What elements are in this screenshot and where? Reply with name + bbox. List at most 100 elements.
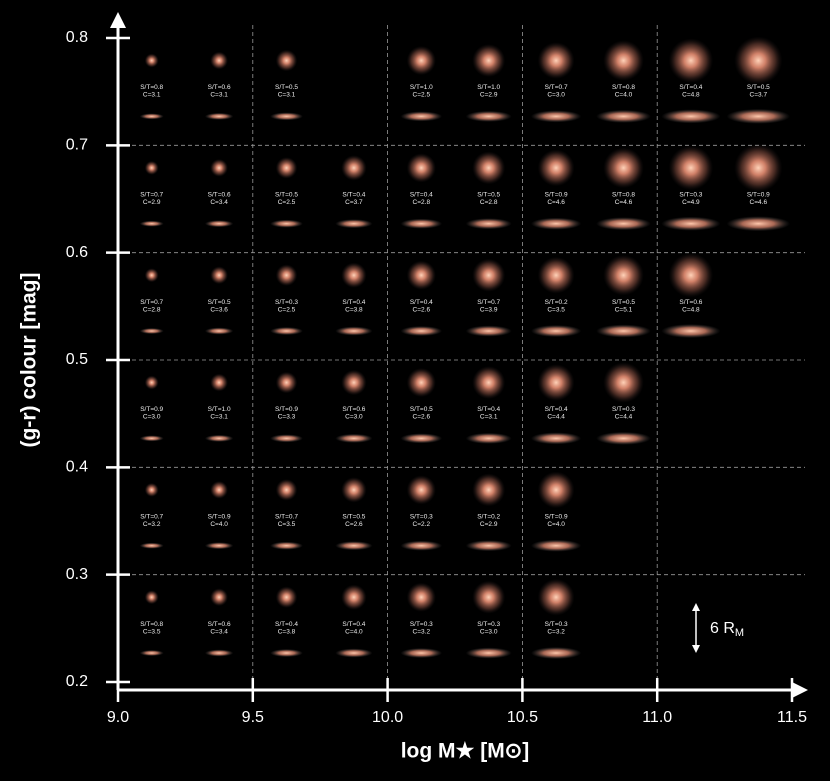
face-on-image	[537, 42, 575, 79]
face-on-image	[603, 254, 644, 296]
edge-on-image	[204, 112, 234, 120]
face-on-image	[210, 480, 229, 499]
edge-on-image	[661, 109, 721, 124]
face-on-image	[144, 268, 159, 283]
face-on-image	[210, 266, 229, 285]
st-label: S/T=0.6	[208, 84, 231, 91]
galaxy-cell: S/T=0.7C=3.5	[270, 479, 303, 550]
edge-on-image	[726, 216, 791, 232]
edge-on-image	[596, 217, 651, 231]
galaxy-cell: S/T=0.8C=4.6	[596, 147, 651, 231]
x-tick-label: 11.5	[777, 709, 807, 726]
st-label: S/T=0.7	[477, 299, 500, 306]
c-label: C=5.1	[615, 306, 633, 313]
face-on-image	[603, 40, 644, 81]
st-label: S/T=0.9	[140, 406, 163, 413]
edge-on-image	[530, 539, 582, 552]
st-label: S/T=0.7	[545, 84, 568, 91]
edge-on-image	[465, 540, 512, 552]
galaxy-cell: S/T=0.4C=2.8	[400, 153, 443, 229]
st-label: S/T=0.4	[410, 299, 433, 306]
y-tick-label: 0.2	[66, 673, 88, 690]
st-label: S/T=0.6	[342, 406, 365, 413]
c-label: C=2.9	[480, 521, 498, 528]
st-label: S/T=0.3	[410, 621, 433, 628]
c-label: C=3.0	[345, 414, 363, 421]
st-label: S/T=0.3	[477, 621, 500, 628]
face-on-image	[406, 153, 436, 183]
galaxy-cell: S/T=0.3C=3.0	[465, 580, 512, 659]
c-label: C=3.1	[278, 92, 296, 99]
face-on-image	[406, 260, 436, 290]
st-label: S/T=0.4	[275, 621, 298, 628]
c-label: C=2.8	[413, 199, 431, 206]
face-on-image	[472, 473, 506, 507]
galaxy-cell: S/T=0.7C=2.8	[139, 268, 164, 335]
c-label: C=2.9	[143, 199, 161, 206]
edge-on-image	[139, 542, 164, 549]
galaxy-cell: S/T=0.3C=2.5	[270, 264, 303, 336]
edge-on-image	[204, 327, 234, 335]
edge-on-image	[400, 648, 443, 659]
st-label: S/T=0.7	[140, 513, 163, 520]
galaxy-cell: S/T=0.7C=3.2	[139, 482, 164, 549]
edge-on-image	[270, 112, 303, 121]
galaxy-cell: S/T=0.7C=3.9	[465, 258, 512, 337]
edge-on-image	[596, 431, 651, 445]
x-tick-label: 10.0	[372, 709, 403, 726]
st-label: S/T=0.5	[477, 191, 500, 198]
st-label: S/T=0.9	[275, 406, 298, 413]
face-on-image	[341, 369, 367, 396]
edge-on-image	[530, 432, 582, 445]
edge-on-image	[335, 541, 373, 551]
edge-on-image	[400, 218, 443, 229]
edge-on-image	[400, 111, 443, 122]
c-label: C=2.8	[480, 199, 498, 206]
edge-on-image	[465, 647, 512, 659]
galaxy-cell: S/T=1.0C=2.5	[400, 45, 443, 122]
x-tick-label: 9.0	[107, 709, 129, 726]
face-on-image	[668, 38, 714, 83]
st-label: S/T=1.0	[477, 84, 500, 91]
st-label: S/T=0.3	[275, 299, 298, 306]
c-label: C=2.8	[143, 306, 161, 313]
c-label: C=4.6	[547, 199, 565, 206]
galaxy-cell: S/T=1.0C=2.9	[465, 44, 512, 122]
st-label: S/T=0.3	[679, 191, 702, 198]
galaxy-cell: S/T=0.6C=4.8	[661, 253, 721, 339]
c-label: C=4.0	[615, 92, 633, 99]
st-label: S/T=0.5	[612, 299, 635, 306]
galaxy-cell: S/T=0.9C=4.0	[530, 471, 582, 552]
face-on-image	[144, 590, 159, 605]
face-on-image	[668, 253, 714, 298]
st-label: S/T=0.9	[545, 513, 568, 520]
c-label: C=4.6	[750, 199, 768, 206]
face-on-image	[537, 364, 575, 401]
galaxy-cell: S/T=0.7C=2.9	[139, 160, 164, 227]
edge-on-image	[596, 324, 651, 338]
face-on-image	[210, 158, 229, 177]
c-label: C=2.9	[480, 92, 498, 99]
st-label: S/T=0.2	[477, 513, 500, 520]
st-label: S/T=0.3	[545, 621, 568, 628]
st-label: S/T=0.5	[208, 299, 231, 306]
face-on-image	[472, 580, 506, 614]
face-on-image	[210, 588, 229, 607]
scale-text: 6 R	[710, 620, 735, 637]
edge-on-image	[726, 108, 791, 124]
galaxy-cell: S/T=0.6C=3.4	[204, 588, 234, 657]
galaxy-cell: S/T=0.4C=3.7	[335, 155, 373, 229]
c-label: C=3.4	[210, 199, 228, 206]
edge-on-image	[400, 540, 443, 551]
scale-subscript: M	[735, 627, 744, 639]
edge-on-image	[270, 219, 303, 228]
st-label: S/T=0.5	[747, 84, 770, 91]
galaxy-cell: S/T=0.3C=4.9	[661, 145, 721, 231]
edge-on-image	[465, 325, 512, 337]
galaxy-cell: S/T=0.5C=3.7	[726, 36, 791, 124]
y-tick-label: 0.8	[66, 29, 88, 46]
face-on-image	[472, 258, 506, 292]
face-on-image	[472, 366, 506, 400]
c-label: C=3.9	[480, 306, 498, 313]
